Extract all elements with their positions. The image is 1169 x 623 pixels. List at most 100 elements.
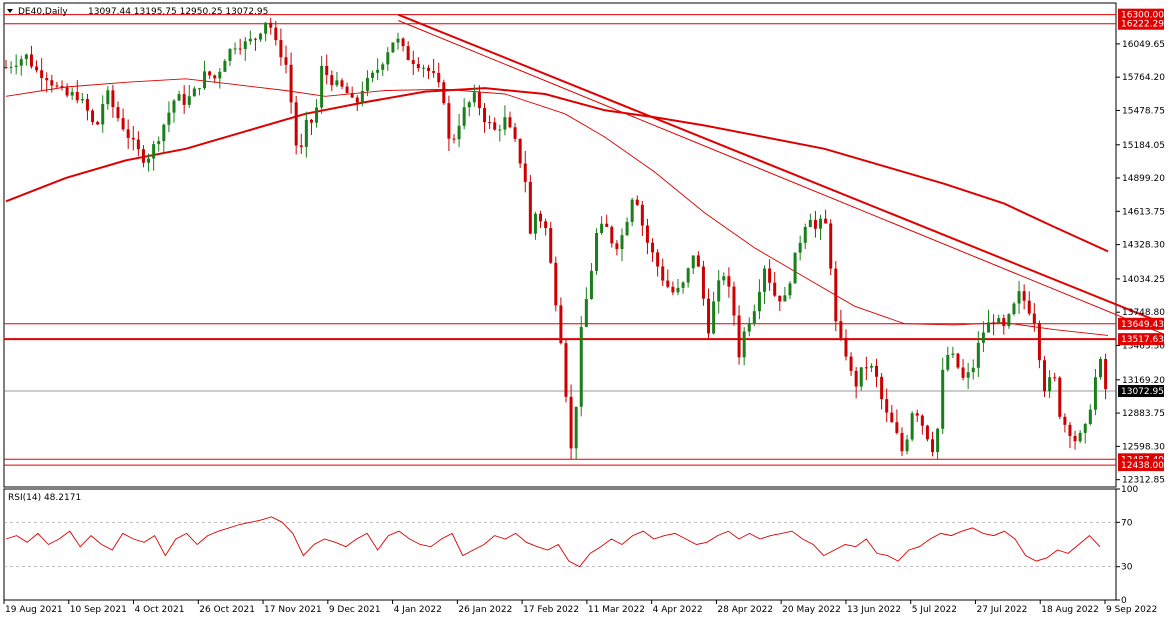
candle-body — [747, 323, 751, 332]
candle-body — [844, 337, 848, 357]
candle-body — [60, 86, 64, 88]
candle-body — [294, 102, 298, 146]
price-tag — [1118, 17, 1164, 30]
price-tag — [1118, 385, 1164, 398]
candle-body — [411, 60, 415, 65]
candle-body — [253, 38, 257, 40]
candle-body — [421, 67, 425, 69]
candle-body — [116, 107, 120, 119]
candle-body — [309, 119, 313, 123]
candle-body — [167, 112, 171, 125]
candle-body — [427, 67, 431, 72]
candle-body — [437, 72, 441, 83]
candle-body — [645, 225, 649, 243]
candle-body — [640, 204, 644, 226]
dropdown-arrow-icon[interactable] — [7, 9, 13, 13]
candle-body — [686, 268, 690, 283]
candle-body — [788, 283, 792, 296]
candle-body — [1048, 377, 1052, 392]
candle-body — [1083, 423, 1087, 433]
candle-body — [554, 262, 558, 306]
candle-body — [330, 75, 334, 86]
x-tick-label: 4 Jan 2022 — [394, 605, 442, 615]
y-tick-label: 13169.20 — [1122, 376, 1165, 386]
candle-body — [936, 428, 940, 453]
y-tick-label: 12883.75 — [1122, 409, 1165, 419]
candle-body — [880, 376, 884, 400]
candle-body — [111, 90, 115, 108]
candle-body — [839, 321, 843, 338]
candle-body — [284, 57, 288, 65]
candle-body — [406, 46, 410, 61]
candle-body — [467, 102, 471, 108]
candle-body — [208, 71, 212, 76]
candle-body — [651, 242, 655, 253]
candle-body — [910, 413, 914, 440]
candle-body — [981, 332, 985, 343]
candle-body — [19, 59, 23, 66]
candle-body — [45, 78, 49, 81]
candle-body — [447, 103, 451, 139]
x-tick-label: 20 May 2022 — [782, 605, 841, 615]
rsi-tick-label: 70 — [1121, 518, 1133, 528]
candle-body — [661, 266, 665, 281]
candle-body — [584, 298, 588, 327]
candle-body — [503, 117, 507, 130]
rsi-tick-label: 100 — [1121, 485, 1138, 495]
candle-body — [1027, 300, 1031, 314]
y-tick-label: 13748.80 — [1122, 308, 1165, 318]
x-tick-label: 26 Jan 2022 — [458, 605, 512, 615]
candle-body — [381, 64, 385, 70]
price-tag-label: 16222.29 — [1121, 20, 1164, 30]
candle-body — [50, 80, 54, 86]
candle-body — [85, 99, 89, 111]
x-tick-label: 4 Apr 2022 — [653, 605, 703, 615]
price-tag-label: 16300.00 — [1121, 11, 1164, 21]
candle-body — [813, 220, 817, 229]
candle-body — [1104, 358, 1108, 390]
y-tick-label: 16049.65 — [1122, 40, 1165, 50]
candle-body — [676, 287, 680, 293]
candle-body — [549, 228, 553, 263]
candle-body — [279, 40, 283, 58]
candle-body — [518, 138, 522, 164]
candle-body — [707, 298, 711, 334]
candle-body — [172, 100, 176, 113]
candle-body — [798, 242, 802, 253]
price-tag — [1118, 317, 1164, 330]
candle-body — [197, 88, 201, 90]
x-tick-label: 19 Aug 2021 — [5, 605, 63, 615]
candle-body — [29, 54, 33, 67]
candle-body — [1037, 323, 1041, 361]
candle-body — [162, 124, 166, 142]
candle-body — [269, 22, 273, 28]
candle-body — [1012, 303, 1016, 315]
candle-body — [477, 92, 481, 109]
candle-body — [96, 121, 100, 125]
candle-body — [574, 406, 578, 449]
candle-body — [722, 276, 726, 281]
candle-body — [121, 118, 125, 130]
candle-body — [691, 255, 695, 269]
candle-body — [315, 107, 319, 123]
candle-body — [1099, 358, 1103, 378]
candle-body — [376, 69, 380, 73]
candle-body — [528, 181, 532, 234]
candle-body — [365, 77, 369, 91]
candle-body — [223, 60, 227, 72]
candle-body — [259, 33, 263, 40]
candle-body — [192, 88, 196, 97]
candle-body — [895, 422, 899, 433]
candle-body — [915, 413, 919, 416]
ohlc-readout: 13097.44 13195.75 12950.25 13072.95 — [88, 7, 268, 17]
candle-body — [238, 48, 242, 50]
x-tick-label: 13 Jun 2022 — [847, 605, 901, 615]
candle-body — [157, 141, 161, 145]
candle-body — [946, 354, 950, 370]
candle-body — [742, 331, 746, 358]
candle-body — [763, 268, 767, 292]
x-tick-label: 4 Oct 2021 — [135, 605, 185, 615]
candle-body — [472, 92, 476, 103]
candle-body — [992, 322, 996, 324]
y-tick-label: 14034.25 — [1122, 275, 1165, 285]
